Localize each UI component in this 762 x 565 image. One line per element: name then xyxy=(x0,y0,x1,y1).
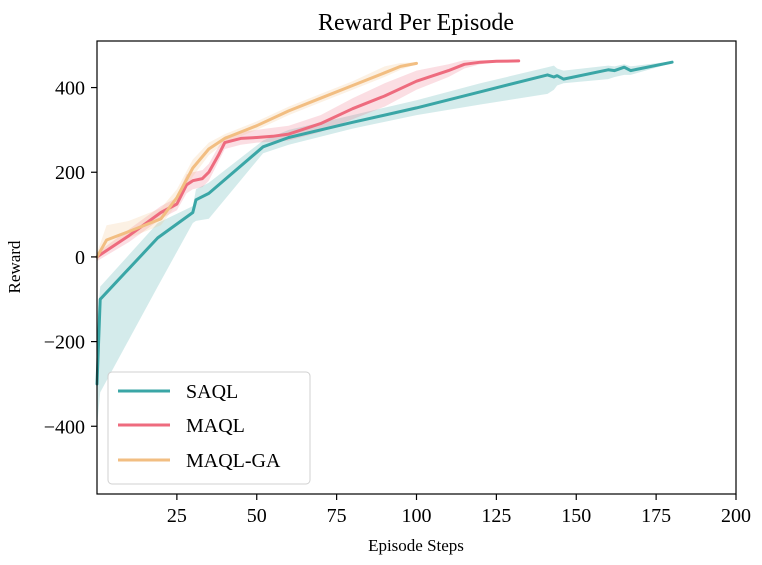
x-tick-label: 100 xyxy=(402,505,432,527)
y-axis-label: Reward xyxy=(5,240,24,293)
y-tick-label: −200 xyxy=(44,332,85,354)
x-tick-label: 125 xyxy=(481,505,511,527)
line-maql-ga xyxy=(95,61,418,259)
line-saql xyxy=(95,60,674,386)
series-lines xyxy=(95,59,674,386)
x-axis-label: Episode Steps xyxy=(368,536,464,555)
x-tick-label: 175 xyxy=(641,505,671,527)
y-tick-label: 200 xyxy=(55,162,85,184)
x-tick-label: 75 xyxy=(327,505,347,527)
x-axis-ticks: 25 50 75 100 125 150 175 200 xyxy=(167,494,751,527)
chart-title: Reward Per Episode xyxy=(318,10,514,36)
legend: SAQL MAQL MAQL-GA xyxy=(107,371,311,485)
y-tick-label: −400 xyxy=(44,416,85,438)
x-tick-label: 150 xyxy=(561,505,591,527)
y-axis-ticks: −400 −200 0 200 400 xyxy=(44,78,97,438)
x-tick-label: 200 xyxy=(721,505,751,527)
legend-box xyxy=(107,371,311,485)
x-tick-label: 50 xyxy=(247,505,267,527)
legend-label-maql-ga: MAQL-GA xyxy=(186,450,281,472)
y-tick-label: 0 xyxy=(75,247,85,269)
legend-label-maql: MAQL xyxy=(186,415,245,437)
line-maql xyxy=(95,59,521,259)
legend-label-saql: SAQL xyxy=(186,381,238,403)
y-tick-label: 400 xyxy=(55,78,85,100)
x-tick-label: 25 xyxy=(167,505,187,527)
